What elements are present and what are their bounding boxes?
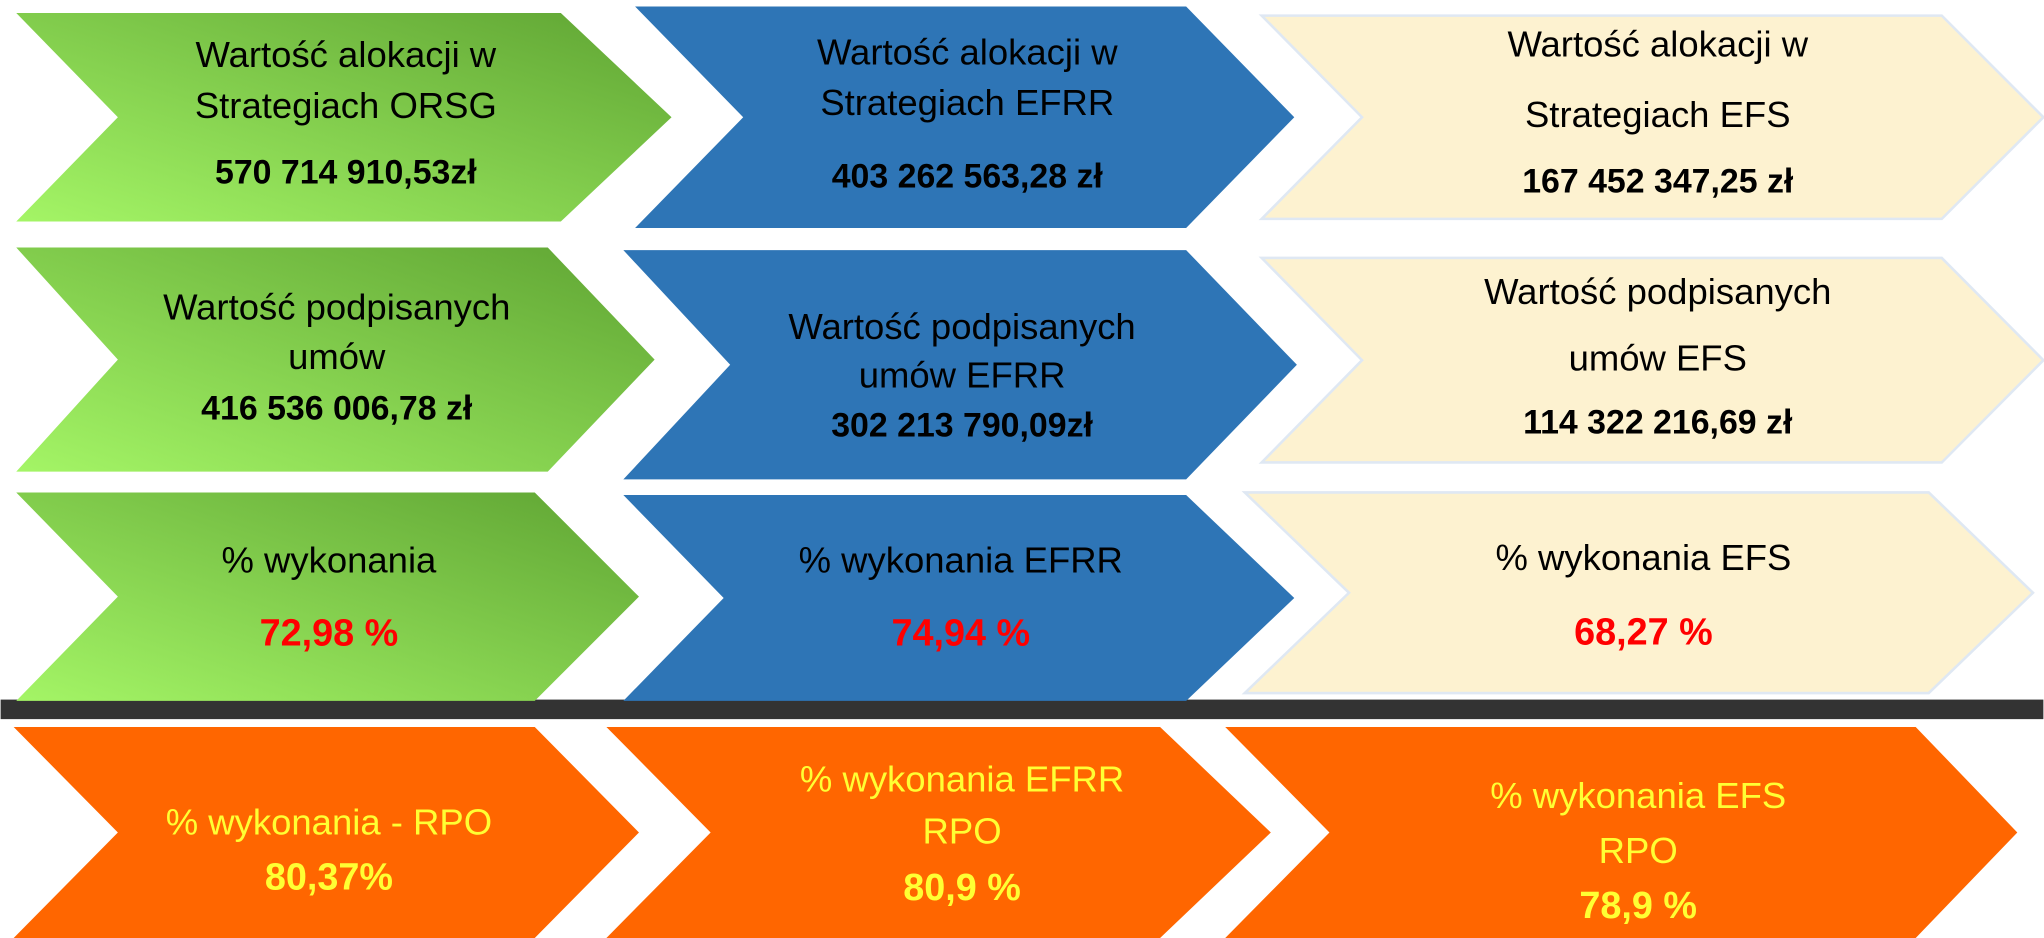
label: Wartość podpisanych [1484,271,1831,312]
value: 302 213 790,09zł [831,406,1093,444]
label: Strategiach EFRR [820,82,1114,123]
label: % wykonania EFS [1490,775,1786,816]
divider [0,699,2044,720]
chevron [1241,491,2035,695]
label: % wykonania EFRR [800,758,1124,799]
value: 114 322 216,69 zł [1523,404,1793,442]
chevron [635,6,1295,228]
label: Strategiach ORSG [195,85,497,126]
label: Strategiach EFS [1525,94,1791,135]
value: 167 452 347,25 zł [1522,163,1794,201]
value: 80,37% [265,856,393,898]
value: 416 536 006,78 zł [201,389,473,427]
label: Wartość alokacji w [1507,24,1808,65]
label: Wartość alokacji w [196,34,497,75]
value: 403 262 563,28 zł [832,157,1104,195]
chevron [16,247,655,472]
label: Wartość podpisanych [163,287,510,328]
chevron [16,492,639,701]
value: 80,9 % [903,867,1021,909]
label: umów EFRR [859,354,1066,395]
label: % wykonania EFS [1495,537,1791,578]
label: % wykonania - RPO [166,801,492,842]
value: 74,94 % [891,613,1030,655]
value: 72,98 % [260,613,399,655]
chevron [13,726,639,938]
label: RPO [1599,830,1678,871]
value: 78,9 % [1579,885,1697,927]
label: % wykonania [221,539,437,580]
label: umów [288,336,386,377]
chevron [1225,726,2018,938]
chevron [1258,14,2044,221]
value: 570 714 910,53zł [215,154,477,192]
chevron [606,726,1271,938]
chevron [1258,256,2044,464]
label: RPO [923,810,1002,851]
chevron [623,250,1297,480]
label: umów EFS [1569,338,1747,379]
chevron [16,13,672,222]
label: Wartość podpisanych [788,306,1135,347]
label: Wartość alokacji w [817,31,1118,72]
value: 68,27 % [1574,611,1713,653]
label: % wykonania EFRR [799,539,1123,580]
chevron [623,495,1295,701]
